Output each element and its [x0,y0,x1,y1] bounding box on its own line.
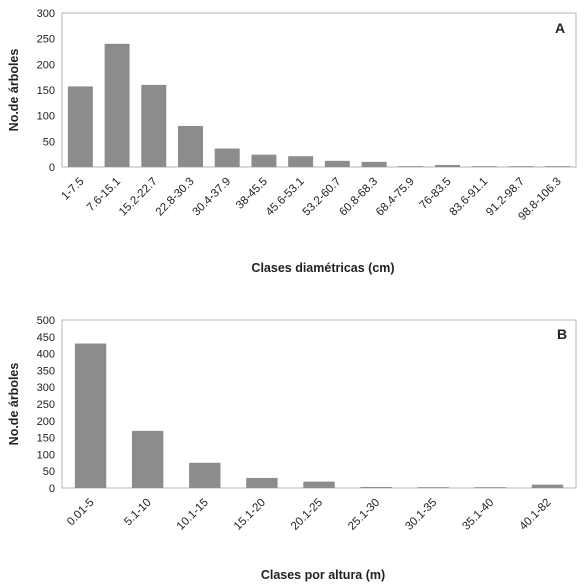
bar-b-8 [531,484,564,488]
bar-a-4 [214,148,240,167]
plot-frame-a [61,12,577,168]
x-tick-label-b-4: 20.1-25 [289,497,325,533]
bar-a-3 [178,125,203,167]
y-tick-label-b-9: 450 [37,332,55,344]
bar-b-2 [189,462,221,488]
x-tick-label-a-0: 1-7.5 [59,176,86,203]
x-axis-title-a: Clases diamétricas (cm) [251,261,394,275]
y-tick-label-b-7: 350 [37,365,55,377]
x-tick-label-a-5: 38-45.5 [234,176,270,212]
y-ticks-a: 0 50 100 150 200 250 300 [37,8,55,174]
x-ticks-b: 0.01-5 5.1-10 10.1-15 15.1-20 20.1-25 25.1-30… [65,497,553,533]
x-tick-label-b-2: 10.1-15 [175,497,211,533]
x-tick-label-b-6: 30.1-35 [403,497,439,533]
x-tick-label-a-7: 53.2-60.7 [301,176,344,219]
y-tick-label-a-6: 300 [37,8,55,20]
bar-a-11 [471,166,497,167]
bar-a-0 [67,86,93,167]
y-axis-title-b: No.de árboles [7,363,21,446]
y-tick-label-b-2: 100 [37,449,55,461]
y-tick-label-a-4: 200 [37,59,55,71]
y-tick-label-b-1: 50 [43,466,55,478]
y-tick-label-a-1: 50 [43,136,55,148]
bar-a-6 [288,156,314,167]
x-tick-label-a-10: 76-83.5 [418,176,454,212]
x-tick-label-a-11: 83.6-91.1 [447,176,490,219]
x-axis-title-b: Clases por altura (m) [261,568,385,582]
y-tick-label-b-8: 400 [37,349,55,361]
x-ticks-a: 1-7.57.6-15.115.2-22.722.8-30.330.4-37.9… [59,176,563,223]
y-tick-label-b-3: 150 [37,433,55,445]
panel-label-b: B [557,326,567,342]
bar-a-8 [361,161,387,167]
bar-a-2 [141,84,167,167]
bar-b-7 [474,487,507,488]
x-tick-label-b-0: 0.01-5 [65,497,97,529]
y-ticks-b: 0 50 100 150 200 250 300 350 400 450 500 [37,315,55,495]
bars-a [67,43,571,167]
y-tick-label-a-2: 100 [37,111,55,123]
y-tick-label-b-10: 500 [37,315,55,327]
x-tick-label-a-1: 7.6-15.1 [85,176,123,214]
bar-b-3 [246,477,278,488]
x-tick-label-b-1: 5.1-10 [122,497,154,529]
x-tick-label-a-8: 60.8-68.3 [337,176,380,219]
x-tick-label-a-6: 45.6-53.1 [264,176,307,219]
chart-a: 0 50 100 150 200 250 300 1-7.57.6-15.115.2-22.… [7,8,577,275]
bar-a-10 [435,164,460,167]
x-tick-label-a-3: 22.8-30.3 [154,176,197,219]
bar-a-1 [104,43,130,167]
panel-label-a: A [555,20,565,36]
y-tick-label-b-4: 200 [37,416,55,428]
chart-b: 0 50 100 150 200 250 300 350 400 450 500 0.01-5 5.1… [7,315,577,582]
x-tick-label-a-9: 68.4-75.9 [374,176,417,219]
bar-a-9 [398,166,424,167]
bar-b-1 [131,430,164,488]
y-tick-label-b-5: 250 [37,399,55,411]
x-tick-label-b-5: 25.1-30 [346,497,382,533]
x-tick-label-b-7: 35.1-40 [460,497,496,533]
x-tick-label-a-4: 30.4-37.9 [190,176,233,219]
y-axis-title-a: No.de árboles [7,49,21,132]
x-tick-label-a-2: 15.2-22.7 [117,176,160,219]
y-tick-label-a-3: 150 [37,85,55,97]
bar-a-13 [545,166,571,167]
y-tick-label-a-0: 0 [49,162,55,174]
bar-a-12 [508,166,534,167]
bar-a-7 [324,160,350,167]
y-tick-label-b-0: 0 [49,483,55,495]
bar-b-4 [303,481,335,488]
bar-b-6 [417,487,449,488]
bar-b-0 [74,343,107,488]
y-tick-label-b-6: 300 [37,382,55,394]
y-tick-label-a-5: 250 [37,34,55,46]
x-tick-label-b-3: 15.1-20 [232,497,268,533]
bar-a-5 [251,154,277,167]
x-tick-label-b-8: 40.1-82 [517,497,553,533]
bars-b [74,343,564,488]
bar-b-5 [360,486,392,488]
